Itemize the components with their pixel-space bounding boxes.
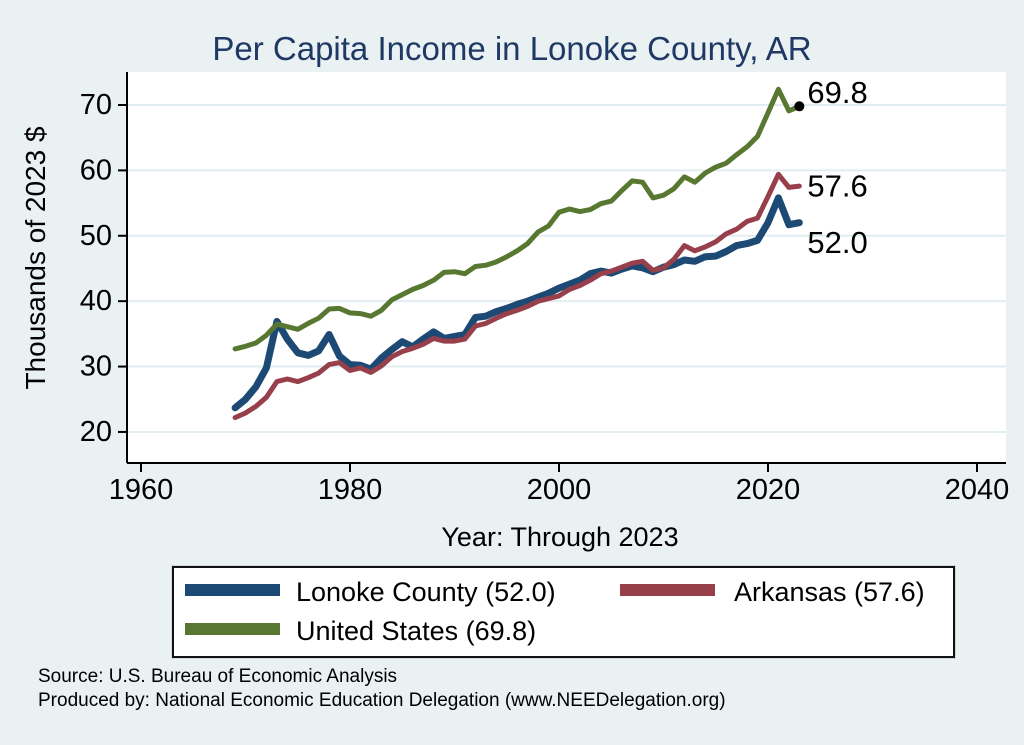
legend: Lonoke County (52.0) Arkansas (57.6) Uni… bbox=[172, 566, 955, 658]
x-tick-label-1980: 1980 bbox=[318, 474, 383, 506]
legend-swatch-lonoke-county bbox=[185, 584, 280, 596]
legend-label-arkansas: Arkansas (57.6) bbox=[734, 577, 925, 607]
legend-swatch-united-states bbox=[185, 623, 280, 635]
legend-swatch-arkansas bbox=[620, 584, 715, 596]
x-tick-label-1960: 1960 bbox=[109, 474, 174, 506]
series-line-lonoke-county bbox=[231, 194, 803, 412]
series-line-united-states bbox=[232, 86, 802, 352]
plot-background bbox=[127, 72, 1006, 463]
end-label-arkansas: 57.6 bbox=[807, 169, 867, 204]
y-tick-label-50: 50 bbox=[80, 220, 112, 252]
chart-title: Per Capita Income in Lonoke County, AR bbox=[212, 30, 812, 67]
y-tick-label-70: 70 bbox=[80, 89, 112, 121]
y-tick-label-20: 20 bbox=[80, 416, 112, 448]
legend-label-lonoke-county: Lonoke County (52.0) bbox=[296, 577, 556, 607]
end-label-lonoke-county: 52.0 bbox=[807, 225, 867, 260]
end-dot-united-states bbox=[794, 101, 805, 112]
produced-by-line: Produced by: National Economic Education… bbox=[38, 690, 726, 711]
y-tick-label-40: 40 bbox=[80, 285, 112, 317]
y-axis-title: Thousands of 2023 $ bbox=[20, 126, 51, 390]
x-tick-label-2020: 2020 bbox=[736, 474, 801, 506]
x-tick-label-2000: 2000 bbox=[527, 474, 592, 506]
y-tick-label-30: 30 bbox=[80, 351, 112, 383]
x-tick-label-2040: 2040 bbox=[945, 474, 1010, 506]
source-line: Source: U.S. Bureau of Economic Analysis bbox=[38, 666, 398, 687]
end-label-united-states: 69.8 bbox=[807, 75, 867, 110]
x-axis-title: Year: Through 2023 bbox=[441, 522, 679, 552]
series-line-arkansas bbox=[232, 171, 802, 421]
source-note: Source: U.S. Bureau of Economic Analysis… bbox=[38, 665, 726, 713]
y-tick-label-60: 60 bbox=[80, 154, 112, 186]
legend-label-united-states: United States (69.8) bbox=[296, 616, 537, 646]
